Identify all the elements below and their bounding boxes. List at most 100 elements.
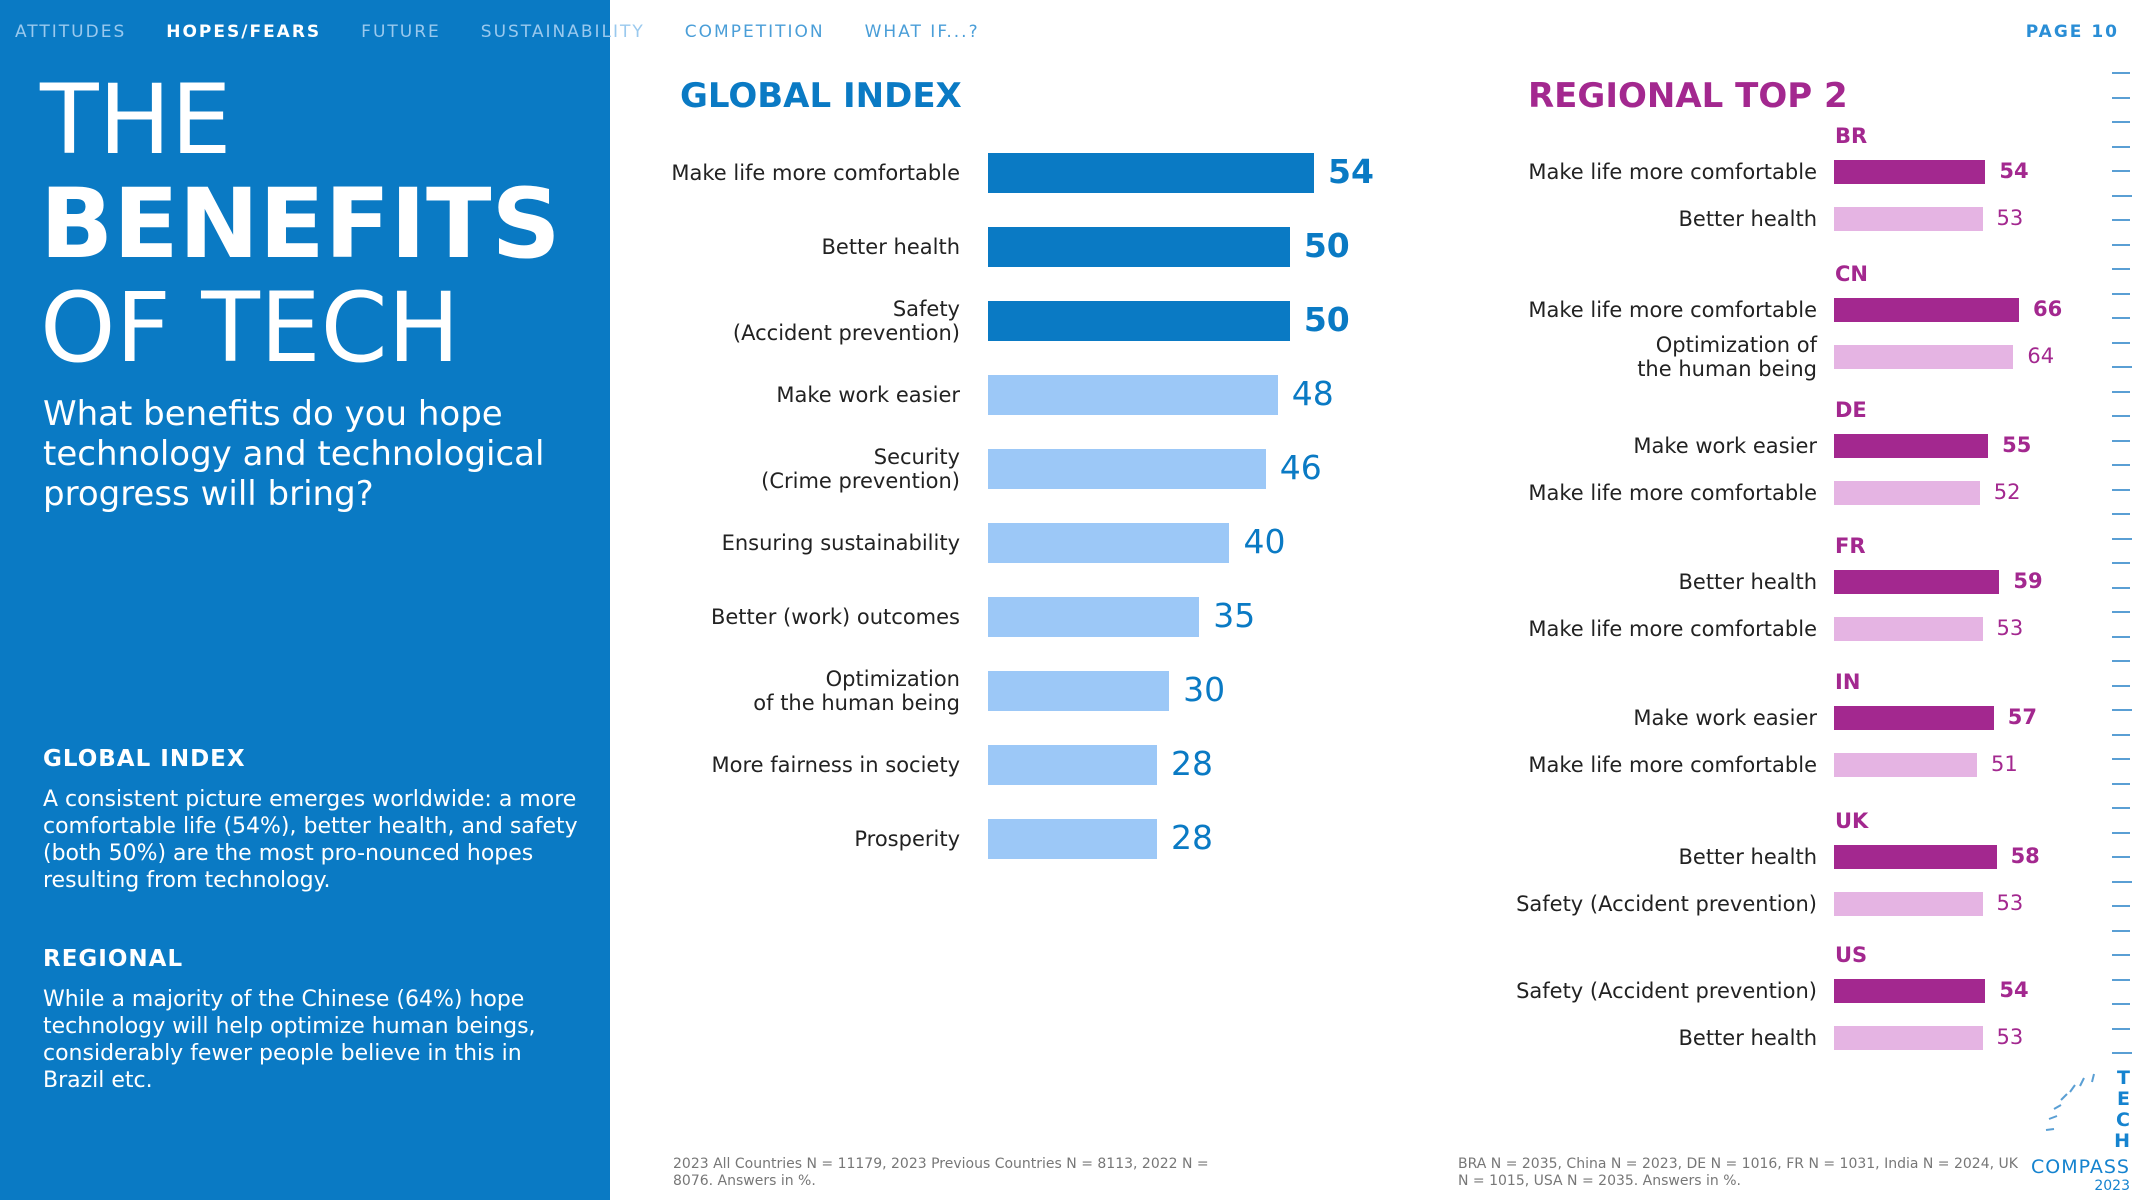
scale-tick (2112, 268, 2130, 270)
global-bar-value: 30 (1183, 670, 1226, 709)
scale-tick (2112, 537, 2132, 540)
global-bar (988, 745, 1158, 785)
regional-bar (1834, 617, 1983, 641)
regional-bar-label: Make life more comfortable (1528, 298, 1817, 322)
regional-bar-value: 58 (2010, 844, 2040, 868)
regional-bar-label: Safety (Accident prevention) (1516, 892, 1817, 916)
scale-tick (2112, 243, 2130, 246)
country-label-uk: UK (1835, 809, 1869, 833)
scale-tick (2112, 929, 2130, 932)
regional-bar (1834, 753, 1977, 777)
title-line-3: OF TECH (40, 272, 460, 384)
nav-item-future[interactable]: FUTURE (361, 22, 441, 42)
regional-chart-title: REGIONAL TOP 2 (1528, 76, 1848, 116)
nav-item-sustainability[interactable]: SUSTAINABILITY (480, 22, 645, 42)
scale-tick (2112, 415, 2130, 417)
global-bar (988, 671, 1170, 711)
regional-bar (1834, 570, 2000, 594)
regional-bar-value: 53 (1996, 891, 2024, 915)
scale-tick (2112, 880, 2132, 883)
nav-item-attitudes[interactable]: ATTITUDES (15, 22, 127, 42)
regional-bar-value: 53 (1996, 616, 2024, 640)
global-chart-title: GLOBAL INDEX (680, 76, 962, 116)
scale-tick (2112, 635, 2130, 638)
scale-tick (2112, 366, 2132, 368)
global-bar (988, 153, 1314, 193)
regional-footnote: BRA N = 2035, China N = 2023, DE N = 101… (1458, 1156, 2018, 1189)
scale-tick (2112, 586, 2130, 589)
scale-tick (2112, 782, 2130, 785)
regional-bar (1834, 845, 1997, 869)
global-bar (988, 375, 1278, 415)
compass-rays-icon (2045, 1073, 2095, 1131)
page-indicator: PAGE 10 (2026, 22, 2119, 42)
global-bar (988, 301, 1290, 341)
global-bar-label: Prosperity (854, 827, 960, 851)
regional-bar-label: Make work easier (1633, 434, 1817, 458)
page-subtitle: What benefits do you hope technology and… (43, 394, 545, 514)
scale-tick (2112, 954, 2130, 956)
title-line-1: THE (40, 64, 232, 176)
regional-bar (1834, 207, 1983, 231)
scale-tick (2112, 684, 2130, 687)
scale-tick (2112, 1052, 2132, 1054)
regional-bar-label: Better health (1678, 1026, 1818, 1050)
scale-tick (2112, 758, 2130, 760)
regional-bar-label: Make life more comfortable (1528, 481, 1817, 505)
scale-tick (2112, 341, 2130, 344)
logo-word: COMPASS (2031, 1156, 2130, 1178)
global-bar-label: Better (work) outcomes (710, 605, 960, 629)
regional-bar-value: 55 (2002, 433, 2032, 457)
regional-text: While a majority of the Chinese (64%) ho… (43, 987, 536, 1093)
global-bar (988, 523, 1230, 563)
scale-tick (2112, 611, 2130, 613)
global-bar (988, 819, 1158, 859)
global-bar-label: Security (Crime prevention) (761, 445, 960, 493)
scale-tick (2112, 194, 2132, 197)
scale-tick (2112, 831, 2130, 834)
nav-item-competition[interactable]: COMPETITION (684, 22, 825, 42)
global-bar-value: 46 (1279, 448, 1322, 487)
regional-bar-label: Make work easier (1633, 706, 1817, 730)
regional-bar (1834, 345, 2014, 369)
global-bar-label: Better health (821, 235, 961, 259)
logo-year: 2023 (2094, 1178, 2130, 1194)
global-bar-value: 35 (1213, 596, 1256, 635)
scale-tick (2112, 562, 2130, 564)
global-bar (988, 449, 1266, 489)
scale-tick (2112, 807, 2130, 809)
regional-bar-label: Better health (1678, 570, 1818, 594)
regional-bar (1834, 1026, 1983, 1050)
scale-tick (2112, 513, 2130, 515)
global-bar-value: 50 (1303, 226, 1350, 265)
scale-tick (2112, 121, 2130, 123)
scale-tick (2112, 856, 2130, 858)
section-nav: ATTITUDES HOPES/FEARS FUTURE SUSTAINABILITY… (15, 22, 1020, 46)
nav-item-what-if[interactable]: WHAT IF...? (864, 22, 980, 42)
scale-tick (2112, 145, 2130, 148)
scale-tick (2112, 439, 2130, 442)
regional-bar-value: 59 (2013, 569, 2043, 593)
scale-tick (2112, 905, 2130, 907)
regional-bar-label: Make life more comfortable (1528, 753, 1817, 777)
page-number: 10 (2091, 22, 2119, 42)
scale-tick (2112, 709, 2132, 711)
regional-bar (1834, 481, 1980, 505)
global-bar-value: 50 (1303, 300, 1350, 339)
scale-tick (2112, 660, 2130, 662)
country-label-fr: FR (1835, 534, 1866, 558)
regional-bar-value: 51 (1990, 752, 2018, 776)
regional-bar-label: Make life more comfortable (1528, 617, 1817, 641)
page-label: PAGE (2025, 22, 2084, 42)
regional-bar-value: 54 (1999, 978, 2029, 1002)
regional-bar (1834, 434, 1989, 458)
scale-tick (2112, 390, 2130, 393)
global-footnote: 2023 All Countries N = 11179, 2023 Previ… (673, 1156, 1209, 1189)
nav-item-hopes-fears[interactable]: HOPES/FEARS (166, 22, 322, 42)
country-label-cn: CN (1835, 262, 1868, 286)
scale-tick (2112, 1003, 2130, 1005)
page-tick-scale (2112, 72, 2132, 1062)
global-bar-value: 54 (1328, 152, 1374, 191)
regional-bar-label: Better health (1678, 845, 1818, 869)
